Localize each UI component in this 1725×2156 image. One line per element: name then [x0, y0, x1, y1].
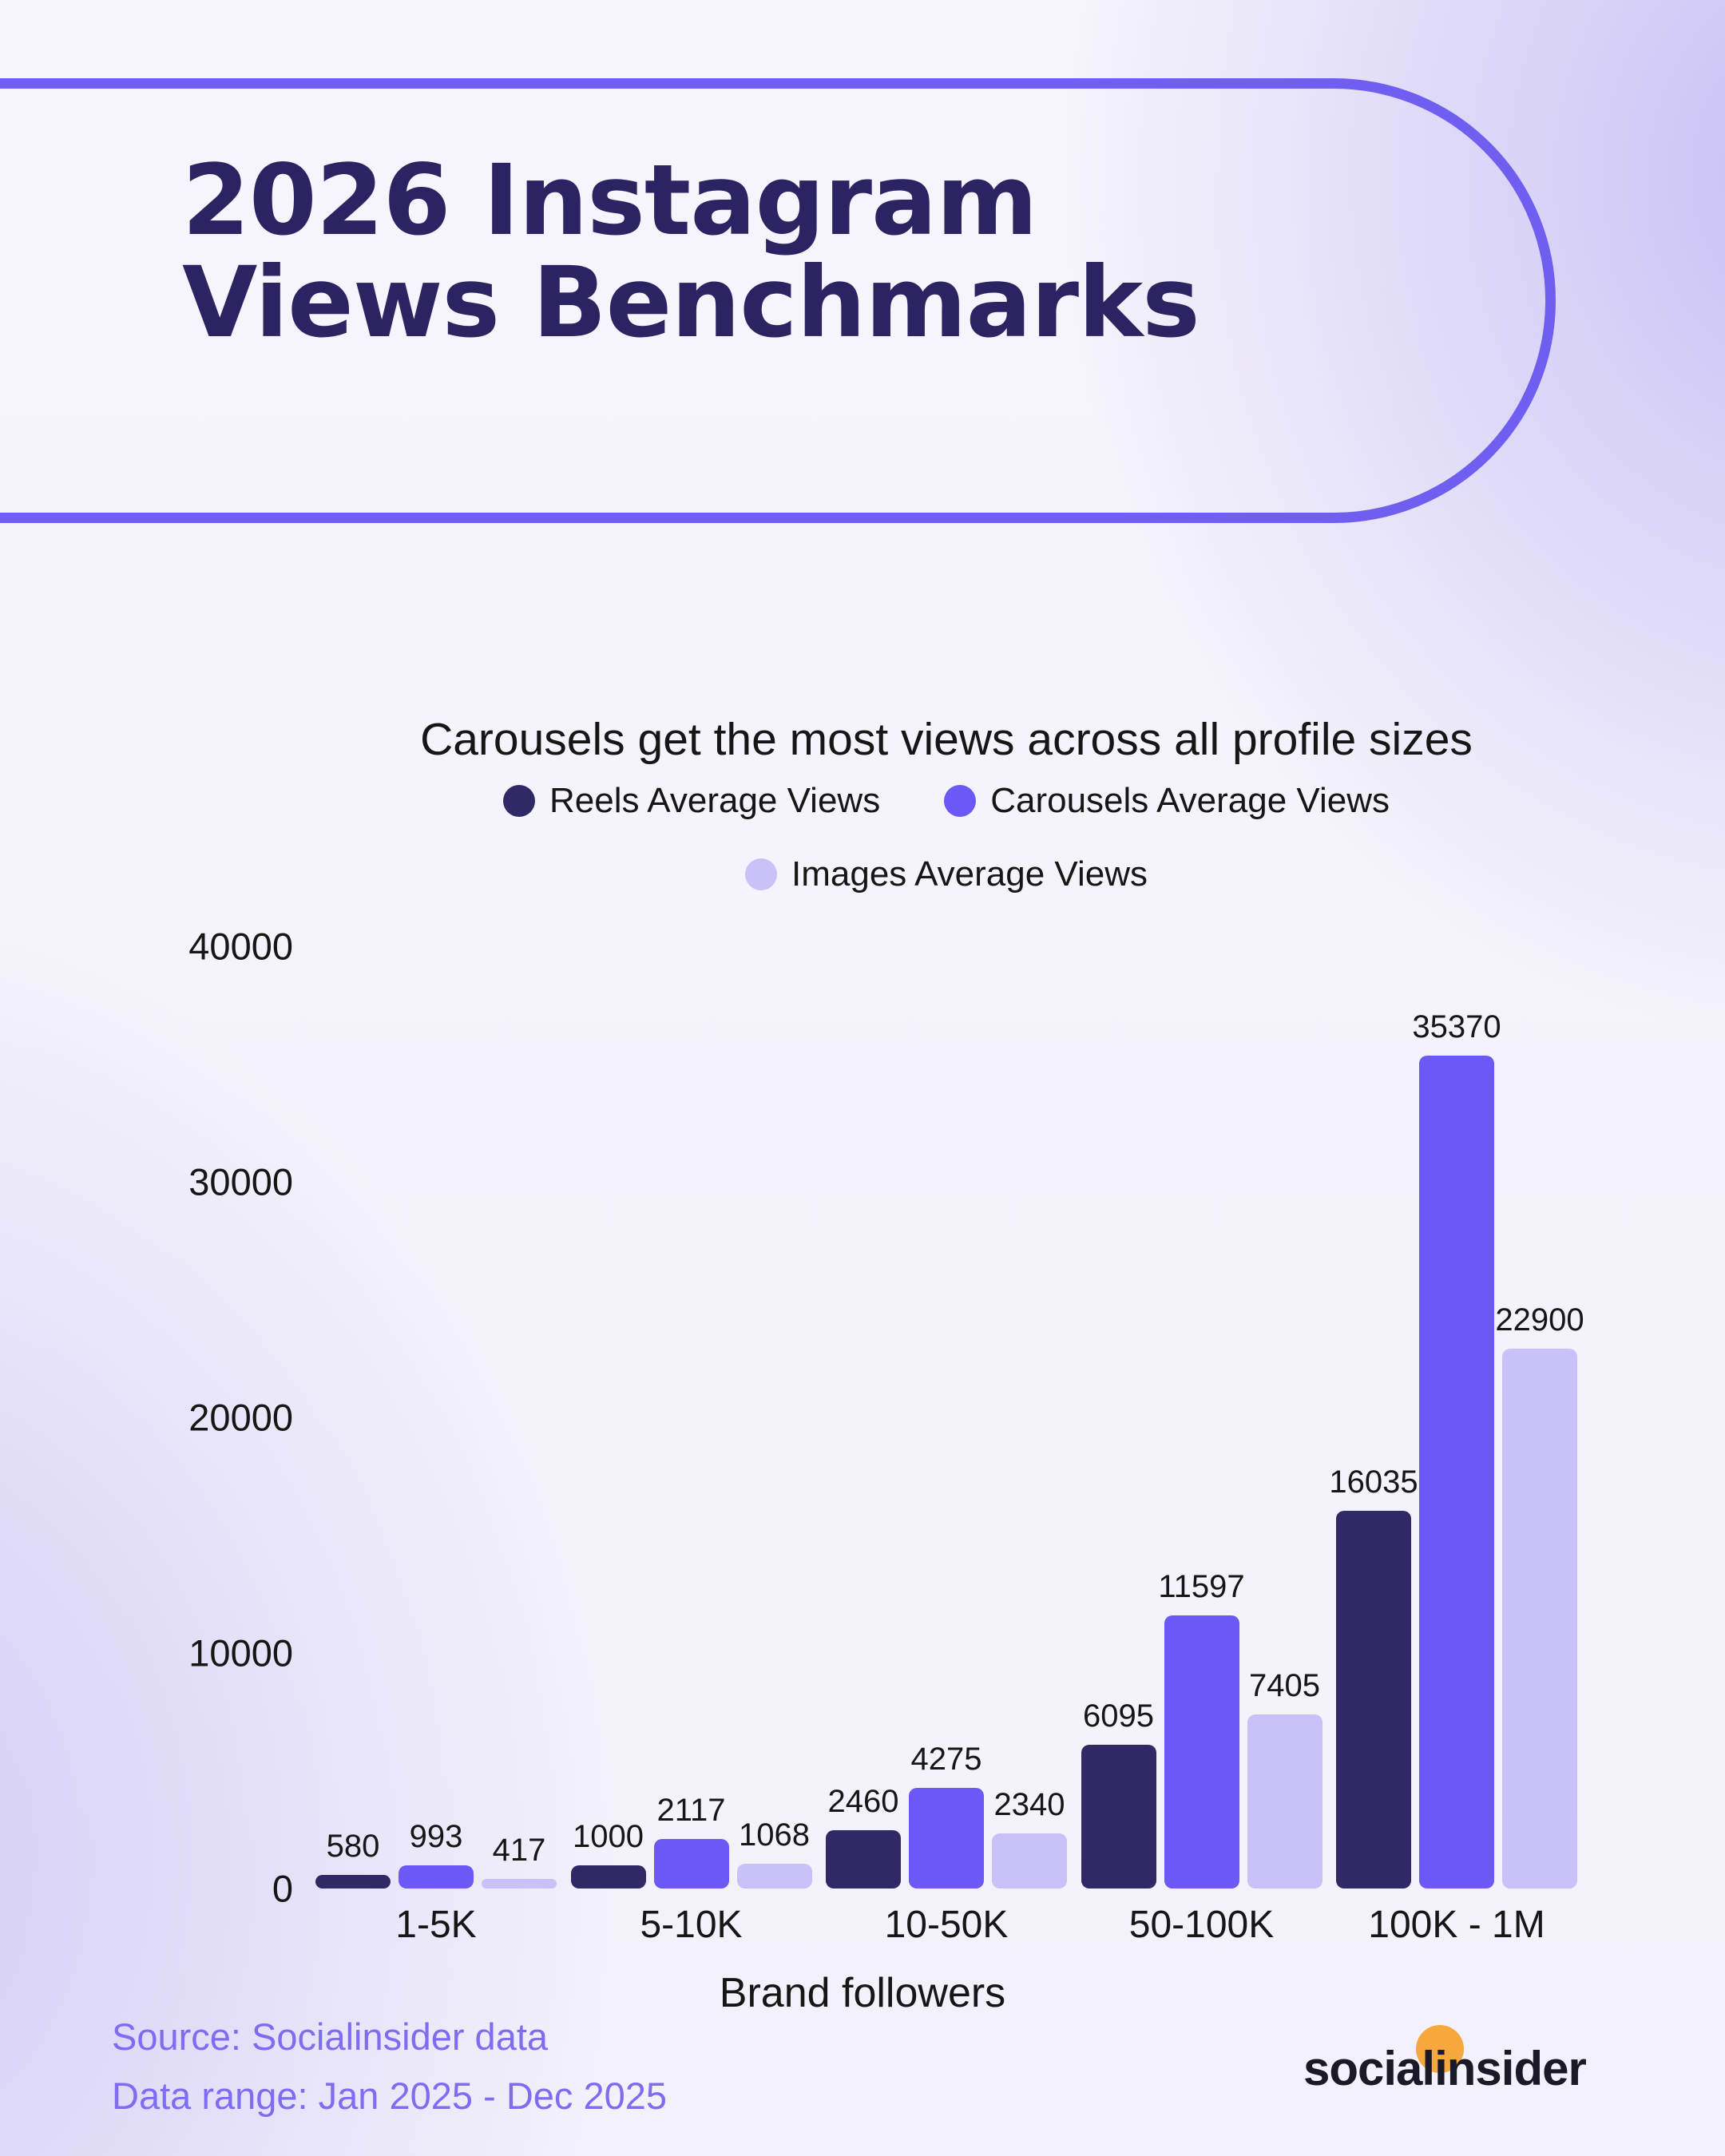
page-title: 2026 Instagram Views Benchmarks [182, 149, 1545, 354]
bar-carousels-average-views-5-10k [653, 1838, 729, 1888]
logo-text: socialinsider [1303, 2042, 1587, 2095]
bar-cluster-100k-1m: 16035 35370 22900 100K - 1M [1329, 1009, 1584, 1946]
legend-label: Images Average Views [791, 854, 1148, 894]
chart-legend: Reels Average Views Carousels Average Vie… [383, 781, 1509, 894]
data-range-text: Data range: Jan 2025 - Dec 2025 [112, 2075, 668, 2118]
legend-item-reels-average-views: Reels Average Views [503, 781, 880, 821]
x-category-label-50-100k: 50-100K [1128, 1904, 1275, 1946]
bar-cluster-5-10k: 1000 2117 1068 5-10K [570, 1792, 812, 1946]
bar-value-label: 1000 [573, 1818, 644, 1854]
y-tick-label-20000: 20000 [188, 1396, 293, 1439]
bar-column: 4275 [909, 1742, 984, 1888]
bar-column: 993 [399, 1819, 474, 1888]
bar-column: 1000 [570, 1818, 646, 1888]
bar-column: 1068 [736, 1817, 812, 1888]
bar-reels-average-views-10-50k [826, 1830, 901, 1888]
x-axis-title: Brand followers [719, 1970, 1006, 2016]
x-category-label-5-10k: 5-10K [640, 1904, 743, 1946]
bar-value-label: 580 [326, 1828, 380, 1864]
x-category-label-10-50k: 10-50K [884, 1904, 1009, 1946]
bar-reels-average-views-1-5k [315, 1874, 391, 1888]
bar-carousels-average-views-50-100k [1164, 1615, 1239, 1888]
y-tick-label-10000: 10000 [188, 1631, 293, 1674]
bar-reels-average-views-5-10k [570, 1865, 646, 1888]
bar-value-label: 6095 [1083, 1698, 1154, 1734]
bar-column: 7405 [1247, 1668, 1322, 1888]
plot-area: 580 993 417 1-5K 1000 2117 1068 5-10K 2460 4275 23… [315, 946, 1584, 1946]
bar-images-average-views-1-5k [482, 1878, 557, 1888]
bar-chart-plot: 0 10000 20000 30000 40000 580 993 417 1-5K 1000 2… [188, 925, 1584, 1947]
bar-value-label: 1068 [739, 1817, 810, 1853]
source-block: Source: Socialinsider data Data range: J… [112, 2007, 667, 2126]
chart-title: Carousels get the most views across all … [420, 714, 1473, 765]
bar-value-label: 2460 [827, 1784, 899, 1820]
bar-column: 11597 [1158, 1569, 1245, 1888]
bar-reels-average-views-100k-1m [1336, 1510, 1411, 1888]
y-tick-label-0: 0 [272, 1867, 293, 1910]
legend-item-images-average-views: Images Average Views [745, 854, 1148, 894]
bar-carousels-average-views-10-50k [909, 1787, 984, 1888]
bar-column: 22900 [1495, 1302, 1584, 1888]
logo-orange-dot-icon [1416, 2025, 1464, 2073]
bar-value-label: 35370 [1412, 1009, 1501, 1044]
bar-cluster-10-50k: 2460 4275 2340 10-50K [826, 1742, 1067, 1946]
legend-marker-icon [503, 785, 536, 817]
bar-value-label: 2117 [656, 1792, 726, 1828]
y-tick-label-30000: 30000 [188, 1160, 293, 1203]
bar-carousels-average-views-1-5k [399, 1865, 474, 1888]
bar-value-label: 11597 [1158, 1568, 1245, 1604]
bar-column: 417 [482, 1833, 557, 1888]
bar-column: 6095 [1081, 1698, 1156, 1888]
bar-column: 2340 [992, 1787, 1067, 1888]
bar-images-average-views-50-100k [1247, 1714, 1322, 1888]
bar-column: 580 [315, 1829, 391, 1888]
bar-value-label: 4275 [910, 1741, 982, 1777]
bar-value-label: 993 [409, 1818, 463, 1854]
header-outline-band: 2026 Instagram Views Benchmarks [0, 78, 1556, 523]
bar-value-label: 22900 [1495, 1302, 1584, 1338]
legend-label: Carousels Average Views [990, 781, 1390, 820]
bar-images-average-views-10-50k [992, 1833, 1067, 1888]
bar-cluster-50-100k: 6095 11597 7405 50-100K [1081, 1569, 1322, 1946]
source-text: Source: Socialinsider data [112, 2015, 549, 2058]
page-title-line2: Views Benchmarks [182, 246, 1200, 360]
bar-value-label: 7405 [1249, 1667, 1320, 1703]
x-category-label-1-5k: 1-5K [395, 1904, 477, 1946]
bar-images-average-views-5-10k [736, 1863, 812, 1888]
bar-column: 35370 [1412, 1009, 1501, 1888]
bar-value-label: 2340 [993, 1786, 1065, 1822]
bar-column: 16035 [1329, 1464, 1418, 1888]
legend-label: Reels Average Views [549, 781, 881, 820]
bar-value-label: 16035 [1329, 1464, 1418, 1500]
bar-column: 2460 [826, 1784, 901, 1888]
bar-carousels-average-views-100k-1m [1419, 1055, 1494, 1888]
legend-item-carousels-average-views: Carousels Average Views [944, 781, 1390, 821]
bar-images-average-views-100k-1m [1502, 1349, 1577, 1888]
legend-marker-icon [944, 785, 977, 817]
bar-cluster-1-5k: 580 993 417 1-5K [315, 1819, 557, 1946]
bar-value-label: 417 [492, 1832, 546, 1868]
bar-reels-average-views-50-100k [1081, 1745, 1156, 1888]
page-title-line1: 2026 Instagram [182, 144, 1037, 257]
x-category-label-100k-1m: 100K - 1M [1368, 1904, 1545, 1946]
socialinsider-logo: socialinsider [1303, 2025, 1587, 2105]
y-tick-label-40000: 40000 [188, 925, 293, 968]
legend-marker-icon [745, 858, 777, 890]
bar-column: 2117 [653, 1792, 729, 1888]
